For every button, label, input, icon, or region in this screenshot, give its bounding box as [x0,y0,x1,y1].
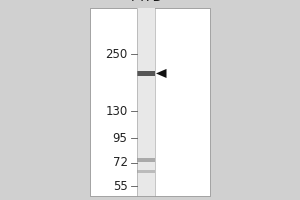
FancyBboxPatch shape [90,8,210,196]
FancyBboxPatch shape [136,158,154,162]
FancyBboxPatch shape [136,170,154,173]
Text: T47D: T47D [129,0,162,4]
FancyBboxPatch shape [136,8,154,196]
Polygon shape [156,69,166,78]
Text: 55: 55 [113,180,128,192]
Text: 250: 250 [105,47,128,60]
Text: 95: 95 [112,132,128,145]
Text: 72: 72 [112,156,128,169]
FancyBboxPatch shape [136,71,154,76]
Text: 130: 130 [105,105,128,118]
